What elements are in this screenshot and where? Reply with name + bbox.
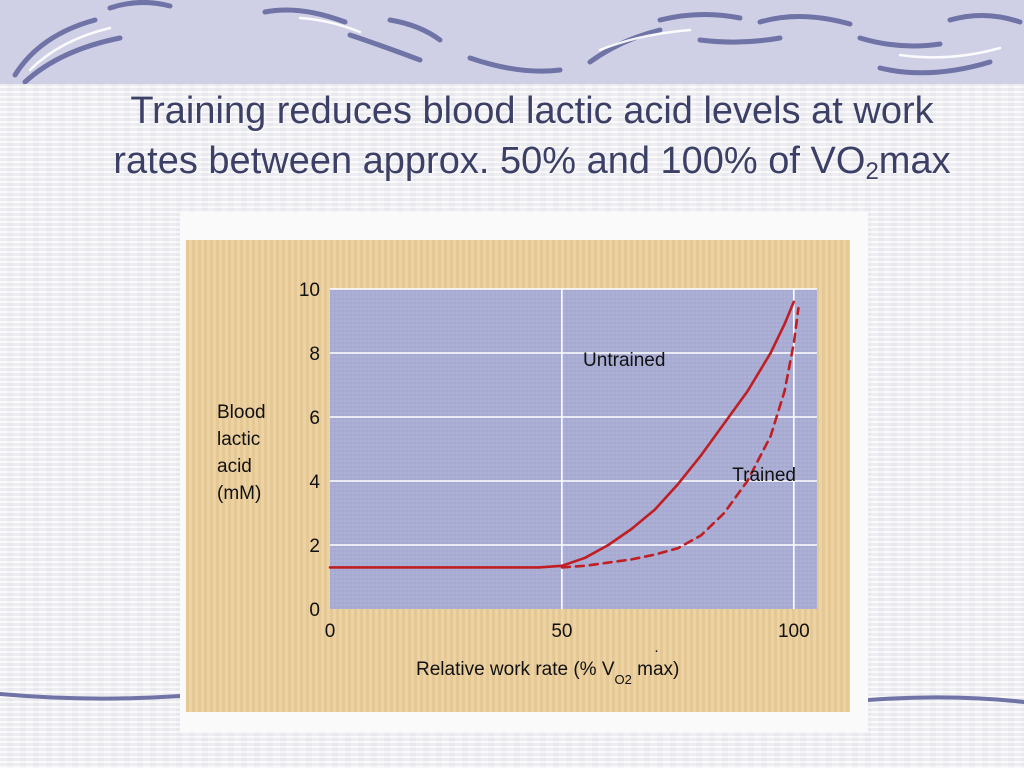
figure-card: 0 2 4 6 8 10 0 50 100 Untrained Trained Blood lac… — [180, 212, 868, 732]
slide-title-line-1: Training reduces blood lactic acid level… — [130, 90, 934, 132]
x-axis-label-prefix: Relative work rate (% V — [416, 659, 615, 680]
series-label-untrained: Untrained — [583, 350, 665, 371]
slide-title: Training reduces blood lactic acid level… — [40, 86, 1024, 186]
y-tick-label: 0 — [309, 600, 320, 621]
y-axis-label-line: (mM) — [217, 483, 261, 504]
slide-title-subscript: 2 — [865, 158, 879, 185]
slide-title-line-2-suffix: max — [878, 140, 951, 182]
x-tick-label: 0 — [325, 621, 336, 642]
series-layer: Untrained Trained — [328, 300, 800, 569]
decorative-bottom-swoosh — [0, 692, 1024, 704]
decorative-swoosh-pattern — [12, 0, 1023, 84]
x-tick-label: 50 — [551, 621, 572, 642]
x-axis-label: Relative work rate (% VO2 max) · — [416, 642, 679, 687]
y-tick-label: 4 — [309, 472, 320, 493]
series-line-trained — [560, 306, 800, 569]
y-tick-label: 2 — [309, 536, 320, 557]
x-axis-label-dot: · — [654, 642, 659, 659]
x-axis-label-subscript: O2 — [615, 672, 632, 687]
y-axis-label-line: Blood — [217, 402, 266, 423]
y-axis-label: Blood lactic acid (mM) — [217, 402, 266, 504]
slide-title-line-2: rates between approx. 50% and 100% of VO… — [40, 136, 1024, 186]
slide-title-line-2-prefix: rates between approx. 50% and 100% of VO — [113, 140, 866, 182]
y-tick-label: 6 — [309, 408, 320, 429]
y-tick-label: 8 — [309, 344, 320, 365]
x-axis-label-text: Relative work rate (% VO2 max) — [416, 659, 679, 687]
y-axis-label-line: lactic — [217, 429, 260, 450]
x-axis-label-suffix: max) — [632, 659, 680, 680]
decorative-header-band — [0, 0, 1024, 84]
series-line-untrained — [328, 300, 796, 569]
plot-area — [330, 289, 817, 609]
y-axis-label-line: acid — [217, 456, 252, 477]
x-tick-label: 100 — [778, 621, 810, 642]
y-tick-label: 10 — [299, 280, 320, 301]
series-label-trained: Trained — [732, 465, 796, 486]
